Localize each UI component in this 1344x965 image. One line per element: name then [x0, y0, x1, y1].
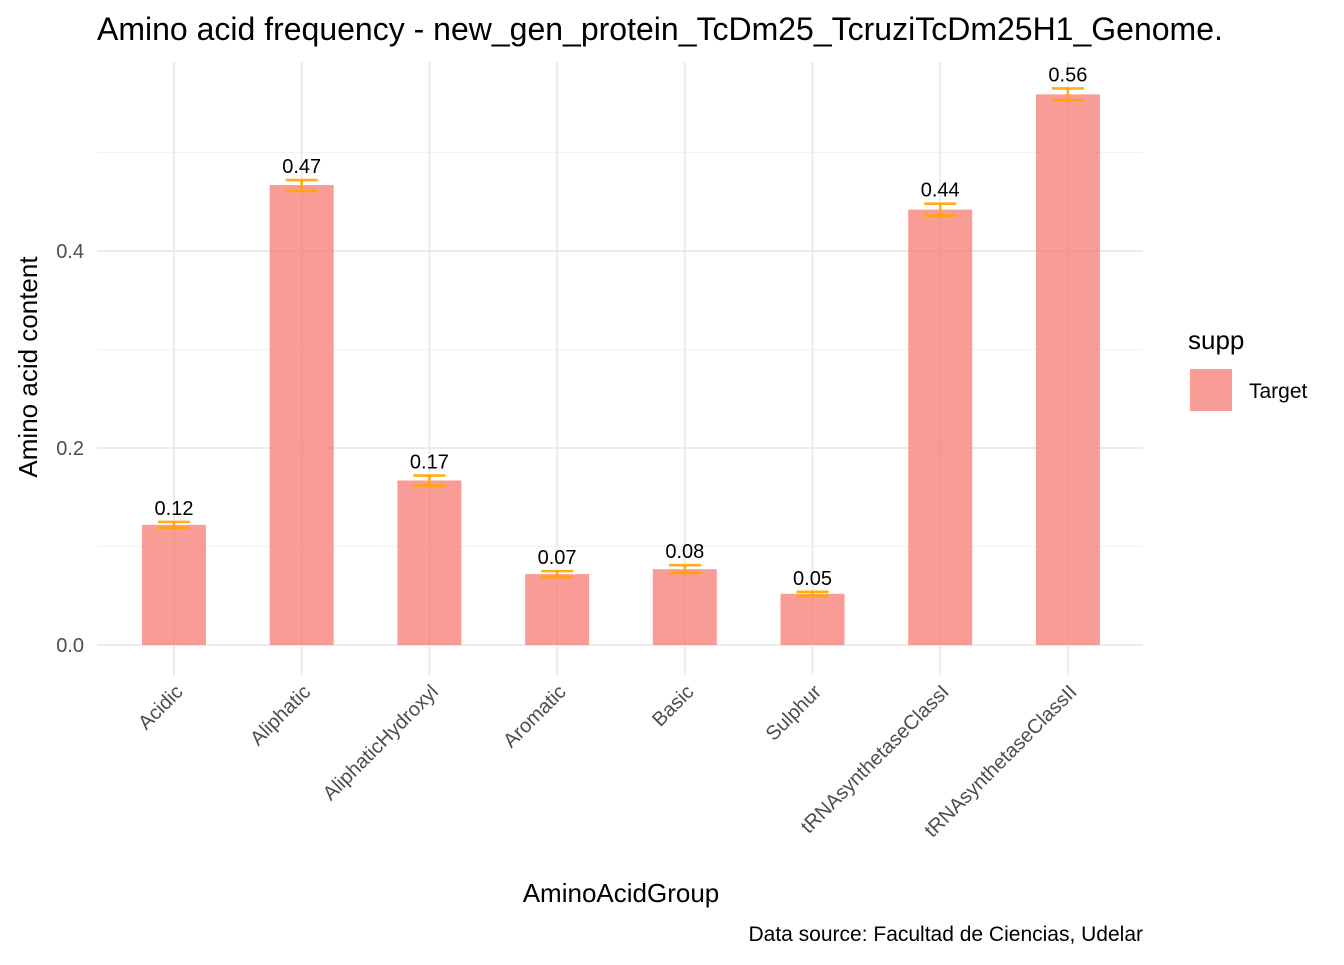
value-label-Basic: 0.08 [665, 541, 704, 563]
legend-title: supp [1188, 325, 1244, 355]
x-axis: Acidic Aliphatic AliphaticHydroxyl Aromatic… [134, 681, 1081, 842]
value-label-tRNAsynthetaseClassI: 0.44 [921, 180, 960, 202]
bar-Basic [652, 569, 717, 645]
error-bar-AliphaticHydroxyl [413, 474, 446, 487]
legend: supp Target [1188, 325, 1308, 411]
x-axis-title: AminoAcidGroup [523, 878, 720, 908]
value-label-Aromatic: 0.07 [538, 547, 577, 569]
x-tick-label-Sulphur: Sulphur [762, 681, 827, 746]
value-label-AliphaticHydroxyl: 0.17 [410, 452, 449, 474]
error-bar-Sulphur [796, 590, 829, 598]
y-tick-label: 0.4 [56, 241, 84, 263]
value-label-tRNAsynthetaseClassII: 0.56 [1048, 64, 1087, 86]
legend-label-target: Target [1249, 380, 1308, 403]
caption: Data source: Facultad de Ciencias, Udela… [748, 923, 1143, 946]
bar-tRNAsynthetaseClassII [1035, 94, 1100, 645]
value-label-Aliphatic: 0.47 [282, 156, 321, 178]
grid-layer [97, 62, 1143, 675]
bar-Sulphur [780, 593, 845, 645]
value-label-layer: 0.12 0.47 0.17 0.07 0.08 0.05 0.44 0.56 [155, 64, 1088, 589]
x-tick-label-Acidic: Acidic [134, 681, 187, 734]
bar-Aliphatic [269, 185, 334, 645]
x-tick-label-tRNAsynthetaseClassI: tRNAsynthetaseClassI [797, 681, 954, 838]
x-tick-label-Aromatic: Aromatic [499, 681, 570, 752]
bar-tRNAsynthetaseClassI [908, 209, 973, 645]
error-bar-Acidic [158, 520, 190, 530]
error-bar-tRNAsynthetaseClassII [1051, 87, 1084, 102]
error-bar-Aliphatic [285, 178, 318, 193]
y-tick-label: 0.2 [56, 438, 84, 460]
y-axis: 0.0 0.2 0.4 [56, 241, 84, 657]
y-axis-title: Amino acid content [13, 256, 43, 478]
bar-Acidic [142, 524, 206, 645]
value-label-Acidic: 0.12 [155, 498, 194, 520]
error-bar-Aromatic [541, 569, 574, 579]
bars-layer [142, 94, 1100, 645]
error-bar-tRNAsynthetaseClassI [924, 202, 957, 217]
bar-AliphaticHydroxyl [397, 480, 462, 645]
value-label-Sulphur: 0.05 [793, 568, 832, 590]
error-bar-Basic [668, 563, 701, 575]
x-tick-label-AliphaticHydroxyl: AliphaticHydroxyl [319, 681, 443, 805]
x-tick-label-Basic: Basic [648, 681, 698, 731]
bar-Aromatic [525, 574, 590, 645]
x-tick-label-Aliphatic: Aliphatic [246, 681, 315, 750]
legend-swatch-target [1190, 369, 1232, 411]
y-tick-label: 0.0 [56, 635, 84, 657]
errorbar-layer [158, 87, 1084, 598]
chart-title: Amino acid frequency - new_gen_protein_T… [97, 11, 1223, 47]
